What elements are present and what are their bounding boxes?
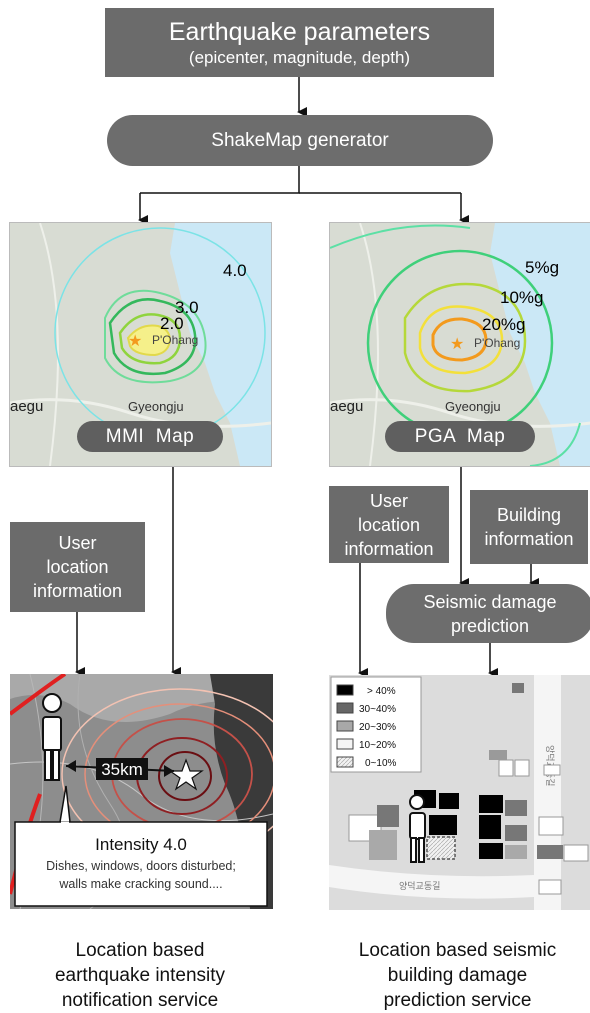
right-caption-line2: building damage	[387, 965, 528, 986]
right-user-location-line3: information	[344, 538, 434, 559]
left-user-person-icon	[42, 693, 62, 781]
left-caption-line2: earthquake intensity	[54, 965, 226, 986]
mmi-place-pohang: P'Ohang	[152, 333, 198, 347]
building-information-box: Building information	[470, 490, 588, 564]
mmi-star-icon: ★	[128, 333, 142, 350]
right-caption: Location based seismic building damage p…	[330, 938, 585, 1013]
building-damage-map-image: 앙덕교동길 양덕교동길	[329, 675, 590, 910]
legend-swatch-2	[336, 720, 354, 732]
legend-swatch-1	[336, 702, 354, 714]
shakemap-generator-label: ShakeMap generator	[211, 129, 389, 151]
legend-swatch-0	[336, 684, 354, 696]
intensity-map-image: 35km Intensity 4.0 Dishes, windows, door…	[10, 674, 273, 909]
right-user-location-box: User location information	[329, 486, 449, 563]
right-user-location-line1: User	[369, 490, 408, 511]
mmi-contour-2: 2.0	[160, 314, 184, 333]
legend-label-3: 10~20%	[359, 740, 396, 751]
legend-label-2: 20~30%	[359, 722, 396, 733]
mmi-map-image: ★ 4.0 3.0 2.0 P'Ohang Gyeongju aegu	[10, 223, 271, 466]
earthquake-parameters-box: Earthquake parameters (epicenter, magnit…	[105, 8, 494, 77]
seismic-damage-prediction-box: Seismic damage prediction	[386, 584, 590, 643]
left-caption-line3: notification service	[61, 990, 219, 1011]
left-caption-line1: Location based	[75, 940, 205, 961]
left-user-location-box: User location information	[10, 522, 145, 612]
right-user-person-icon	[409, 794, 426, 863]
left-user-location-line1: User	[58, 533, 97, 553]
legend-swatch-4	[336, 756, 354, 768]
damage-legend: > 40% 30~40% 20~30% 10~20% 0~10%	[330, 676, 422, 773]
right-caption-line1: Location based seismic	[358, 940, 557, 961]
earthquake-parameters-title: Earthquake parameters	[168, 17, 431, 46]
mmi-place-daegu: aegu	[10, 398, 43, 415]
right-user-location-line2: location	[357, 514, 421, 535]
legend-label-1: 30~40%	[359, 704, 396, 715]
building-information-line1: Building	[496, 505, 562, 525]
legend-label-0: > 40%	[367, 686, 396, 697]
shakemap-generator-box: ShakeMap generator	[107, 115, 493, 166]
pga-contour-20: 20%g	[482, 315, 525, 334]
pga-place-daegu: aegu	[330, 398, 363, 415]
legend-swatch-3	[336, 738, 354, 750]
legend-label-4: 0~10%	[365, 758, 397, 769]
distance-label: 35km	[101, 760, 143, 779]
pga-map-label-text: PGA Map	[414, 425, 506, 447]
left-user-location-line3: information	[32, 581, 123, 601]
mmi-contour-3: 3.0	[175, 298, 199, 317]
mmi-map-label: MMI Map	[77, 421, 223, 452]
building-damage-map-panel: 앙덕교동길 양덕교동길	[329, 675, 590, 910]
mmi-map-label-text: MMI Map	[105, 425, 195, 447]
svg-text:양덕교동길: 양덕교동길	[399, 881, 440, 891]
pga-contour-10: 10%g	[500, 288, 543, 307]
connector-shakemap-split	[140, 166, 300, 194]
intensity-desc-line1: Dishes, windows, doors disturbed;	[46, 859, 236, 873]
seismic-prediction-line2: prediction	[450, 615, 530, 636]
pga-place-gyeongju: Gyeongju	[445, 399, 501, 414]
seismic-prediction-line1: Seismic damage	[423, 591, 557, 612]
mmi-map-panel: ★ 4.0 3.0 2.0 P'Ohang Gyeongju aegu	[9, 222, 272, 467]
building-information-line2: information	[484, 529, 574, 549]
pga-place-pohang: P'Ohang	[474, 336, 520, 350]
intensity-desc-line2: walls make cracking sound....	[58, 877, 222, 891]
earthquake-parameters-subtitle: (epicenter, magnitude, depth)	[188, 47, 411, 67]
left-user-location-line2: location	[46, 557, 109, 577]
right-caption-line3: prediction service	[383, 990, 532, 1011]
left-caption: Location based earthquake intensity noti…	[20, 938, 260, 1013]
mmi-place-gyeongju: Gyeongju	[128, 399, 184, 414]
pga-map-label: PGA Map	[385, 421, 535, 452]
pga-contour-5: 5%g	[525, 258, 559, 277]
intensity-title: Intensity 4.0	[95, 835, 187, 854]
pga-star-icon: ★	[450, 336, 464, 353]
intensity-notification-panel: 35km Intensity 4.0 Dishes, windows, door…	[10, 674, 273, 909]
mmi-contour-4: 4.0	[223, 261, 247, 280]
